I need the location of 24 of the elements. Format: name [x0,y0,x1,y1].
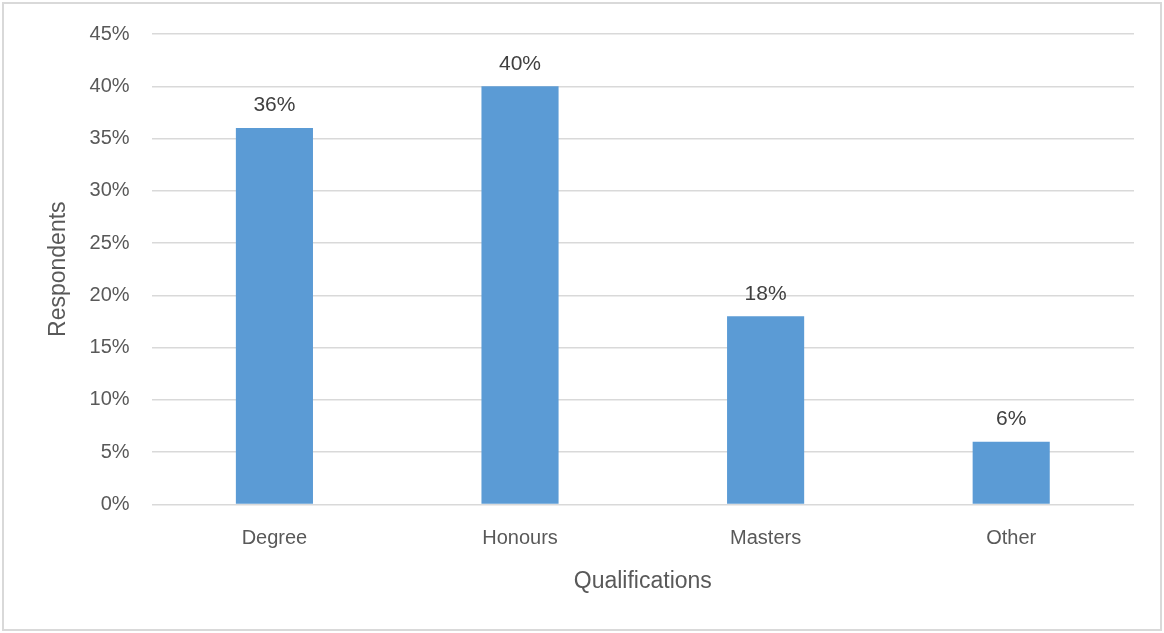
y-tick-label: 20% [89,282,130,305]
y-tick-label: 35% [89,126,130,149]
data-label: 6% [996,405,1027,429]
y-axis-title: Respondents [44,201,71,337]
y-tick-label: 25% [89,230,130,253]
bar [481,86,559,504]
y-tick-label: 5% [100,439,130,462]
bar [727,316,805,504]
bar [235,128,313,504]
y-tick-label: 45% [89,21,130,44]
y-tick-label: 40% [89,73,130,96]
x-tick-label: Other [986,525,1037,548]
y-tick-label: 10% [89,387,130,410]
bar [972,441,1050,504]
data-label: 36% [253,92,296,116]
y-tick-label: 0% [100,491,130,514]
data-label: 18% [744,280,787,304]
x-axis-title: Qualifications [573,566,712,593]
x-tick-label: Degree [241,525,308,548]
y-tick-label: 30% [89,178,130,201]
x-tick-label: Honours [482,525,558,548]
data-label: 40% [499,50,542,74]
x-tick-label: Masters [730,525,802,548]
y-tick-label: 15% [89,335,130,358]
